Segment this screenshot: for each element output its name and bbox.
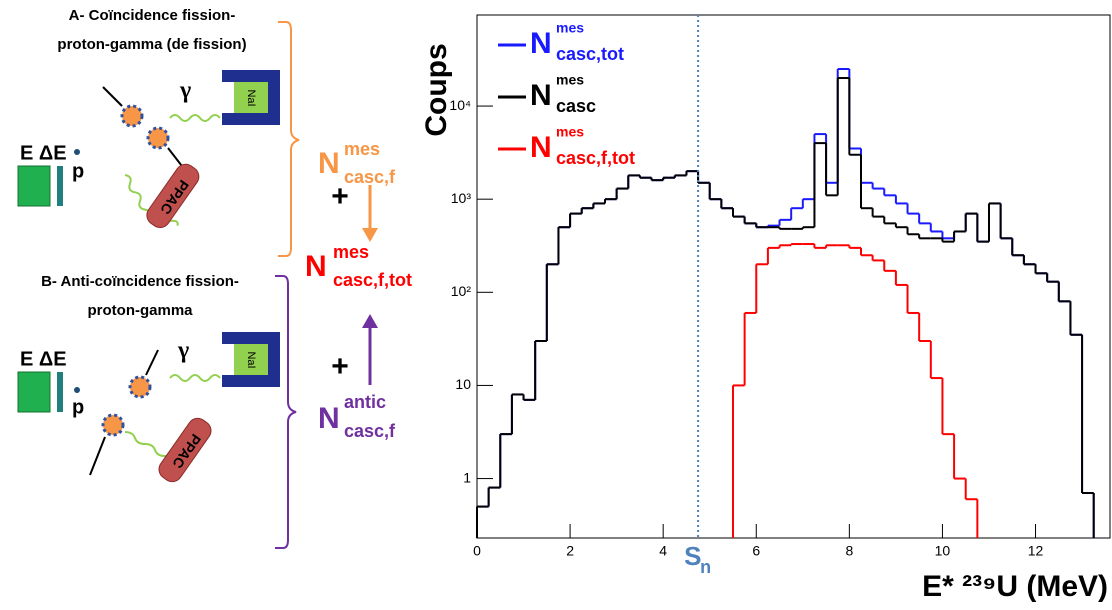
nai-crystal [234, 344, 268, 375]
n-sub: casc,f [344, 421, 396, 441]
nucleus [146, 126, 170, 150]
arrowhead [362, 314, 378, 328]
x-tick-label: 2 [566, 543, 574, 559]
n-base: N [318, 402, 340, 435]
detector [17, 371, 51, 413]
x-tick-label: 4 [659, 543, 667, 559]
nucleus [120, 104, 144, 128]
plus: + [331, 350, 349, 383]
detector-label: γ [177, 338, 189, 364]
n-sup: mes [344, 139, 380, 159]
n-sup: mes [333, 242, 369, 262]
panel-title: A- Coïncidence fission- [69, 7, 236, 24]
legend-sup: mes [556, 72, 584, 88]
panel-title: B- Anti-coïncidence fission- [41, 273, 239, 290]
bracket [275, 275, 297, 549]
legend-sup: mes [556, 124, 584, 140]
nucleus [128, 375, 152, 399]
x-tick-label: 12 [1028, 543, 1044, 559]
n-base: N [305, 250, 327, 283]
ppac-body [146, 163, 200, 229]
legend-sup: mes [556, 20, 584, 36]
y-axis-label: Coups [420, 43, 453, 136]
arrow [102, 86, 123, 107]
legend-sub: casc,tot [556, 44, 624, 64]
legend-sub: casc [556, 96, 596, 116]
sn-label: S [684, 541, 701, 571]
legend-name: N [530, 79, 552, 112]
panel-title: proton-gamma [88, 302, 194, 319]
x-axis-label: E* ²³⁹U (MeV) [922, 570, 1108, 603]
detector [57, 166, 63, 206]
arrow [145, 349, 159, 376]
y-tick-label: 1 [463, 469, 471, 485]
x-tick-label: 6 [752, 543, 760, 559]
detector-label: NaI [245, 351, 257, 368]
detector-label: p [72, 160, 84, 182]
proton [74, 149, 80, 155]
detector-label: γ [179, 78, 191, 104]
gamma-ray [169, 374, 221, 382]
y-tick-label: 10² [451, 283, 472, 299]
n-sup: antic [344, 392, 386, 412]
detector-label: NaI [245, 89, 257, 106]
detector-label: E ΔE [20, 142, 67, 164]
proton [74, 387, 80, 393]
arrowhead [362, 228, 378, 242]
gamma-ray [169, 114, 221, 122]
nai-crystal [234, 82, 268, 113]
nucleus [101, 413, 125, 437]
plus: + [331, 180, 349, 213]
n-base: N [318, 147, 340, 180]
n-sub: casc,f,tot [333, 270, 412, 290]
detector-label: E ΔE [20, 348, 67, 370]
bracket [278, 21, 300, 257]
ppac-body [158, 417, 212, 483]
detector [17, 165, 51, 207]
legend-sub: casc,f,tot [556, 148, 635, 168]
y-tick-label: 10³ [451, 190, 472, 206]
n-sub: casc,f [344, 167, 396, 187]
arrow [89, 436, 106, 476]
x-tick-label: 10 [935, 543, 951, 559]
plot-frame [476, 14, 1111, 539]
ppac: PPAC [158, 417, 212, 483]
detector-label: p [72, 396, 84, 418]
y-tick-label: 10⁴ [449, 97, 471, 113]
sn-sub: n [700, 557, 711, 577]
panel-title: proton-gamma (de fission) [57, 36, 246, 53]
x-tick-label: 0 [473, 543, 481, 559]
legend-name: N [530, 131, 552, 164]
legend-name: N [530, 27, 552, 60]
y-tick-label: 10 [455, 376, 471, 392]
detector [57, 372, 63, 412]
diagram: A- Coïncidence fission- proton-gamma (de… [17, 7, 412, 549]
x-tick-label: 8 [845, 543, 853, 559]
